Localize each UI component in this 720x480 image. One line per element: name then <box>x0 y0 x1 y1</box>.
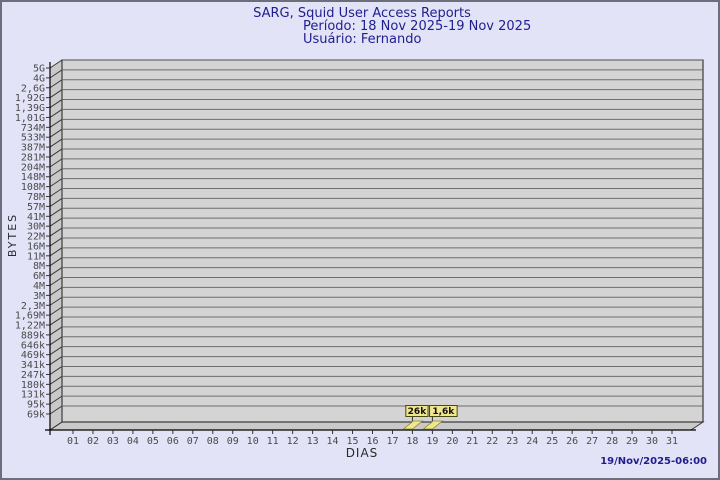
svg-text:3M: 3M <box>33 291 45 302</box>
svg-text:341k: 341k <box>21 360 45 371</box>
y-axis-title: BYTES <box>6 212 19 258</box>
svg-text:5G: 5G <box>33 64 45 75</box>
svg-text:148M: 148M <box>21 172 45 183</box>
svg-text:646k: 646k <box>21 340 45 351</box>
chart-title: SARG, Squid User Access Reports <box>253 6 471 21</box>
svg-text:15: 15 <box>347 436 359 447</box>
svg-text:41M: 41M <box>27 212 45 223</box>
svg-text:1,69M: 1,69M <box>15 311 45 322</box>
svg-text:131k: 131k <box>21 390 45 401</box>
svg-text:04: 04 <box>127 436 139 447</box>
svg-text:180k: 180k <box>21 380 45 391</box>
svg-text:10: 10 <box>247 436 259 447</box>
svg-text:06: 06 <box>167 436 179 447</box>
svg-text:20: 20 <box>446 436 458 447</box>
svg-text:11M: 11M <box>27 251 45 262</box>
generated-timestamp: 19/Nov/2025-06:00 <box>600 456 707 467</box>
svg-text:8M: 8M <box>33 261 45 272</box>
svg-text:889k: 889k <box>21 330 45 341</box>
svg-text:08: 08 <box>207 436 219 447</box>
svg-text:57M: 57M <box>27 202 45 213</box>
svg-text:05: 05 <box>147 436 159 447</box>
chart-subtitle-user: Usuário: Fernando <box>303 32 422 47</box>
svg-text:247k: 247k <box>21 370 45 381</box>
svg-text:19: 19 <box>426 436 438 447</box>
svg-text:78M: 78M <box>27 192 45 203</box>
svg-text:2,6G: 2,6G <box>21 83 45 94</box>
svg-text:1,01G: 1,01G <box>15 113 45 124</box>
svg-text:6M: 6M <box>33 271 45 282</box>
svg-text:2,3M: 2,3M <box>21 301 45 312</box>
svg-text:30: 30 <box>646 436 658 447</box>
svg-text:1,6k: 1,6k <box>432 407 455 417</box>
svg-text:533M: 533M <box>21 133 45 144</box>
svg-text:4M: 4M <box>33 281 45 292</box>
svg-text:09: 09 <box>227 436 239 447</box>
svg-text:21: 21 <box>466 436 478 447</box>
svg-text:734M: 734M <box>21 123 45 134</box>
svg-text:387M: 387M <box>21 143 45 154</box>
svg-text:281M: 281M <box>21 152 45 163</box>
svg-text:26k: 26k <box>408 407 428 417</box>
svg-text:469k: 469k <box>21 350 45 361</box>
svg-text:27: 27 <box>586 436 598 447</box>
svg-text:204M: 204M <box>21 162 45 173</box>
svg-text:07: 07 <box>187 436 199 447</box>
svg-text:1,92G: 1,92G <box>15 93 45 104</box>
svg-text:31: 31 <box>666 436 678 447</box>
svg-text:25: 25 <box>546 436 558 447</box>
svg-text:108M: 108M <box>21 182 45 193</box>
svg-text:11: 11 <box>267 436 279 447</box>
svg-text:22M: 22M <box>27 232 45 243</box>
x-axis-title: DIAS <box>345 446 379 460</box>
svg-text:16M: 16M <box>27 241 45 252</box>
chart-subtitle-period: Período: 18 Nov 2025-19 Nov 2025 <box>303 19 532 34</box>
svg-text:69k: 69k <box>27 410 45 421</box>
svg-text:16: 16 <box>366 436 378 447</box>
svg-text:28: 28 <box>606 436 618 447</box>
svg-text:1,39G: 1,39G <box>15 103 45 114</box>
svg-text:26: 26 <box>566 436 578 447</box>
svg-text:17: 17 <box>386 436 398 447</box>
svg-text:12: 12 <box>287 436 299 447</box>
svg-text:13: 13 <box>307 436 319 447</box>
svg-text:14: 14 <box>327 436 339 447</box>
svg-text:23: 23 <box>506 436 518 447</box>
svg-text:02: 02 <box>87 436 99 447</box>
svg-text:1,22M: 1,22M <box>15 321 45 332</box>
svg-text:95k: 95k <box>27 400 45 411</box>
svg-text:22: 22 <box>486 436 498 447</box>
svg-text:30M: 30M <box>27 222 45 233</box>
svg-text:24: 24 <box>526 436 538 447</box>
svg-text:03: 03 <box>107 436 119 447</box>
svg-text:18: 18 <box>406 436 418 447</box>
svg-text:01: 01 <box>67 436 79 447</box>
svg-text:29: 29 <box>626 436 638 447</box>
svg-text:4G: 4G <box>33 73 45 84</box>
